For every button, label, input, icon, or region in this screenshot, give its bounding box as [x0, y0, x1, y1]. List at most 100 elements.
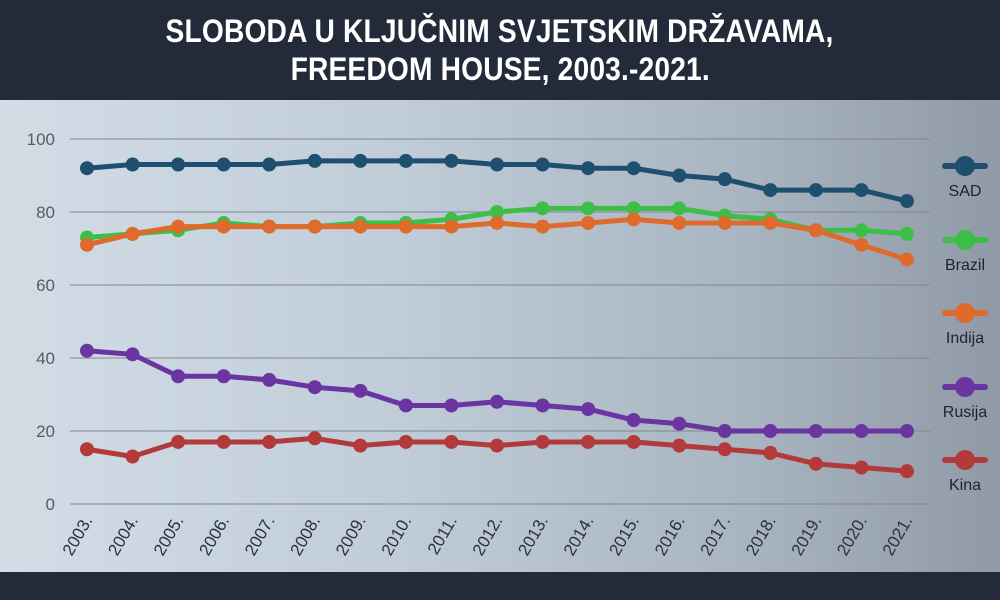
x-tick-label: 2009.	[332, 513, 370, 559]
data-point-sad	[490, 157, 504, 172]
data-point-sad	[125, 157, 140, 172]
series-line-rusija	[84, 348, 910, 434]
data-point-rusija	[763, 424, 778, 438]
legend-swatch-marker	[955, 450, 975, 470]
data-point-indija	[490, 215, 504, 230]
data-point-kina	[535, 434, 550, 449]
x-tick-label: 2017.	[697, 513, 735, 559]
y-tick-label: 0	[46, 495, 55, 514]
data-point-indija	[900, 252, 914, 267]
legend-item-kina: Kina	[942, 450, 988, 494]
data-point-sad	[900, 194, 914, 209]
data-point-rusija	[444, 398, 459, 413]
data-point-kina	[353, 438, 368, 453]
data-point-kina	[717, 442, 732, 457]
data-point-sad	[307, 153, 322, 168]
y-tick-label: 80	[36, 203, 55, 222]
data-point-sad	[626, 161, 641, 176]
data-point-indija	[80, 237, 94, 252]
data-point-kina	[854, 460, 869, 475]
legend-label: Rusija	[943, 404, 988, 421]
data-point-sad	[717, 172, 732, 187]
data-point-kina	[900, 464, 914, 479]
chart-title-line-2: FREEDOM HOUSE, 2003.-2021.	[290, 51, 710, 87]
legend-swatch-marker	[955, 303, 975, 323]
x-tick-label: 2021.	[879, 513, 917, 559]
x-tick-label: 2011.	[424, 513, 461, 558]
chart-header: SLOBODA U KLJUČNIM SVJETSKIM DRŽAVAMA, F…	[0, 0, 1000, 100]
data-point-indija	[398, 219, 413, 234]
legend-item-sad: SAD	[942, 156, 988, 200]
x-tick-label: 2019.	[788, 513, 826, 559]
x-tick-label: 2006.	[195, 513, 233, 559]
data-point-indija	[262, 219, 277, 234]
legend-label: Brazil	[945, 257, 985, 274]
legend-swatch-marker	[955, 230, 975, 250]
data-point-indija	[307, 219, 322, 234]
data-point-rusija	[307, 380, 322, 395]
data-point-rusija	[626, 413, 641, 428]
data-point-brazil	[535, 201, 550, 216]
data-point-sad	[216, 157, 231, 172]
data-point-rusija	[398, 398, 413, 413]
data-point-sad	[808, 183, 823, 198]
x-tick-label: 2004.	[104, 513, 142, 559]
data-point-kina	[808, 456, 823, 471]
legend-item-indija: Indija	[942, 303, 988, 347]
data-point-indija	[581, 215, 596, 230]
data-point-indija	[808, 223, 823, 238]
data-point-indija	[125, 226, 140, 241]
data-point-sad	[353, 153, 368, 168]
data-point-sad	[535, 157, 550, 172]
data-point-indija	[216, 219, 231, 234]
data-point-indija	[444, 219, 459, 234]
data-point-kina	[80, 442, 94, 457]
data-point-rusija	[80, 343, 94, 358]
x-tick-label: 2015.	[605, 513, 643, 559]
data-point-sad	[171, 157, 186, 172]
legend-label: Indija	[946, 330, 984, 347]
data-point-kina	[171, 434, 186, 449]
data-point-rusija	[535, 398, 550, 413]
data-point-sad	[763, 183, 778, 198]
data-point-sad	[581, 161, 596, 176]
data-point-rusija	[808, 424, 823, 438]
data-point-rusija	[262, 372, 277, 387]
data-point-kina	[763, 445, 778, 460]
data-point-brazil	[626, 201, 641, 216]
data-point-indija	[763, 215, 778, 230]
x-tick-label: 2007.	[241, 513, 279, 559]
x-tick-label: 2012.	[469, 513, 507, 559]
data-point-kina	[216, 434, 231, 449]
data-point-kina	[125, 449, 140, 464]
x-tick-label: 2014.	[560, 513, 598, 559]
data-point-rusija	[490, 394, 504, 409]
data-point-brazil	[672, 201, 687, 216]
x-tick-label: 2013.	[514, 513, 552, 559]
data-point-indija	[854, 237, 869, 252]
x-tick-label: 2016.	[651, 513, 689, 559]
data-point-sad	[398, 153, 413, 168]
data-point-indija	[171, 219, 186, 234]
data-point-rusija	[171, 369, 186, 384]
data-point-kina	[444, 434, 459, 449]
x-tick-label: 2005.	[150, 513, 188, 559]
chart-title-line-1: SLOBODA U KLJUČNIM SVJETSKIM DRŽAVAMA,	[166, 13, 834, 49]
y-tick-label: 40	[36, 349, 55, 368]
data-point-indija	[672, 215, 687, 230]
y-tick-label: 100	[27, 130, 55, 149]
data-point-rusija	[353, 383, 368, 398]
legend-item-brazil: Brazil	[942, 230, 988, 274]
x-tick-label: 2010.	[378, 513, 416, 559]
data-point-kina	[398, 434, 413, 449]
x-tick-label: 2003.	[59, 513, 97, 559]
y-tick-label: 60	[36, 276, 55, 295]
legend-swatch-marker	[955, 156, 975, 176]
data-point-kina	[581, 434, 596, 449]
data-point-indija	[626, 212, 641, 227]
data-point-kina	[307, 431, 322, 446]
data-point-brazil	[854, 223, 869, 238]
y-tick-label: 20	[36, 422, 55, 441]
data-point-kina	[262, 434, 277, 449]
data-point-rusija	[717, 424, 732, 438]
